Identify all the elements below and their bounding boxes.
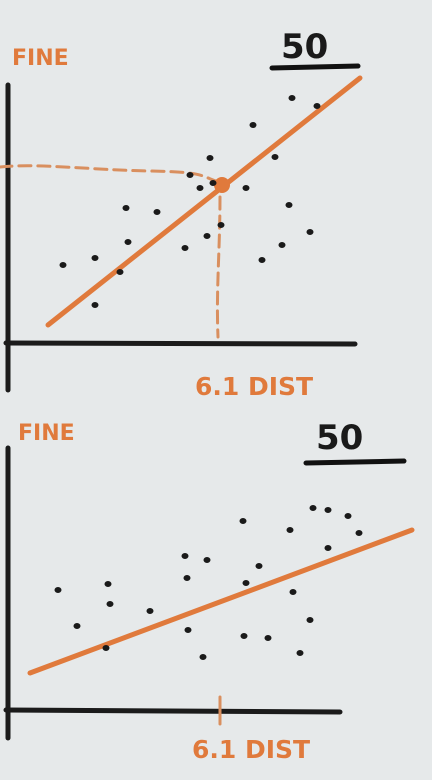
top-scatter-point [181,245,189,251]
top-scatter-point [91,255,99,261]
bottom-scatter-point [73,623,81,629]
top-scatter-point [271,154,279,160]
bottom-scatter-point [239,518,247,524]
top-highlight-point [214,177,230,193]
bottom-scatter-point [181,553,189,559]
bottom-scatter-point [255,563,263,569]
top-sample-underline [269,63,361,71]
bottom-scatter-point [102,645,110,651]
bottom-scatter-point [344,513,352,519]
bottom-scatter-point [309,505,317,511]
top-scatter-point [313,103,321,109]
top-vertical-guide-line [215,195,222,339]
top-scatter-point [288,95,296,101]
top-scatter-point [242,185,250,191]
top-x-axis [3,340,358,347]
bottom-scatter-point [104,581,112,587]
bottom-x-axis [3,707,343,715]
top-y-label: FINE [12,46,69,71]
top-sample-size: 50 [281,27,328,67]
top-scatter-point [258,257,266,263]
bottom-scatter-point [184,627,192,633]
bottom-scatter-point [242,580,250,586]
top-scatter-point [209,180,217,186]
top-scatter-point [206,155,214,161]
top-scatter-point [285,202,293,208]
bottom-scatter-point [324,545,332,551]
bottom-scatter-point [106,601,114,607]
top-scatter-point [217,222,225,228]
top-scatter-point [153,209,161,215]
bottom-x-tick-label: 6.1 DIST [192,735,310,764]
bottom-sample-size: 50 [316,418,363,458]
top-scatter-point [203,233,211,239]
top-horizontal-guide-line [0,164,224,185]
top-scatter-point [249,122,257,128]
bottom-sample-underline [303,458,407,466]
bottom-scatter-point [355,530,363,536]
bottom-scatter-point [199,654,207,660]
bottom-scatter-point [183,575,191,581]
bottom-scatter-point [286,527,294,533]
bottom-scatter-point [264,635,272,641]
top-scatter-point [91,302,99,308]
bottom-scatter-point [203,557,211,563]
bottom-scatter-point [306,617,314,623]
top-x-tick-label: 6.1 DIST [195,372,313,401]
top-scatter-point [116,269,124,275]
bottom-scatter-point [289,589,297,595]
bottom-scatter-point [324,507,332,513]
bottom-y-label: FINE [18,421,75,446]
top-trend-line [45,75,363,328]
bottom-scatter-point [296,650,304,656]
top-scatter-point [186,172,194,178]
top-scatter-point [122,205,130,211]
top-scatter-point [124,239,132,245]
top-scatter-point [196,185,204,191]
top-scatter-point [59,262,67,268]
bottom-scatter-point [240,633,248,639]
bottom-trend-line [27,527,415,676]
bottom-scatter-point [146,608,154,614]
bottom-scatter-point [54,587,62,593]
top-scatter-point [306,229,314,235]
top-scatter-point [278,242,286,248]
